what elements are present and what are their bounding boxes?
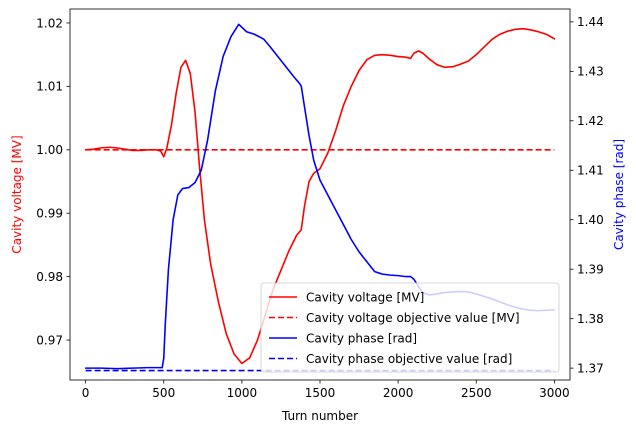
legend: Cavity voltage [MV] Cavity voltage object… [260, 282, 560, 373]
x-tick-label: 3000 [539, 386, 570, 400]
y-left-tick-label: 0.97 [36, 333, 63, 347]
y-right-tick-label: 1.40 [577, 213, 604, 227]
legend-box [260, 282, 560, 373]
y-left-tick-label: 1.02 [36, 16, 63, 30]
y-right-tick-label: 1.39 [577, 262, 604, 276]
x-tick-label: 2500 [461, 386, 492, 400]
y-right-tick-label: 1.38 [577, 312, 604, 326]
y-right-axis-label: Cavity phase [rad] [612, 139, 626, 250]
x-tick-label: 0 [82, 386, 90, 400]
y-right-tick-label: 1.37 [577, 361, 604, 375]
x-tick-label: 1500 [305, 386, 336, 400]
x-axis-label: Turn number [281, 409, 358, 423]
y-left-tick-label: 1.01 [36, 80, 63, 94]
series-line-0 [84, 27, 556, 365]
y-left-tick-label: 0.99 [36, 207, 63, 221]
x-tick-label: 500 [152, 386, 175, 400]
legend-entry-label: Cavity voltage [MV] [306, 290, 424, 304]
y-left-axis-label: Cavity voltage [MV] [10, 135, 24, 253]
y-right-tick-label: 1.44 [577, 15, 604, 29]
legend-entry-label: Cavity phase [rad] [306, 331, 417, 345]
axes: 0 500 1000 1500 2000 2500 3000 0.97 0.98 0.99 1.00… [10, 8, 626, 423]
legend-entry-label: Cavity voltage objective value [MV] [306, 311, 520, 325]
x-tick-label: 2000 [383, 386, 414, 400]
y-left-tick-label: 0.98 [36, 270, 63, 284]
y-right-tick-label: 1.41 [577, 164, 604, 178]
x-tick-label: 1000 [227, 386, 258, 400]
legend-entry-label: Cavity phase objective value [rad] [306, 352, 512, 366]
y-right-tick-label: 1.43 [577, 65, 604, 79]
y-left-tick-label: 1.00 [36, 143, 63, 157]
y-right-tick-label: 1.42 [577, 114, 604, 128]
